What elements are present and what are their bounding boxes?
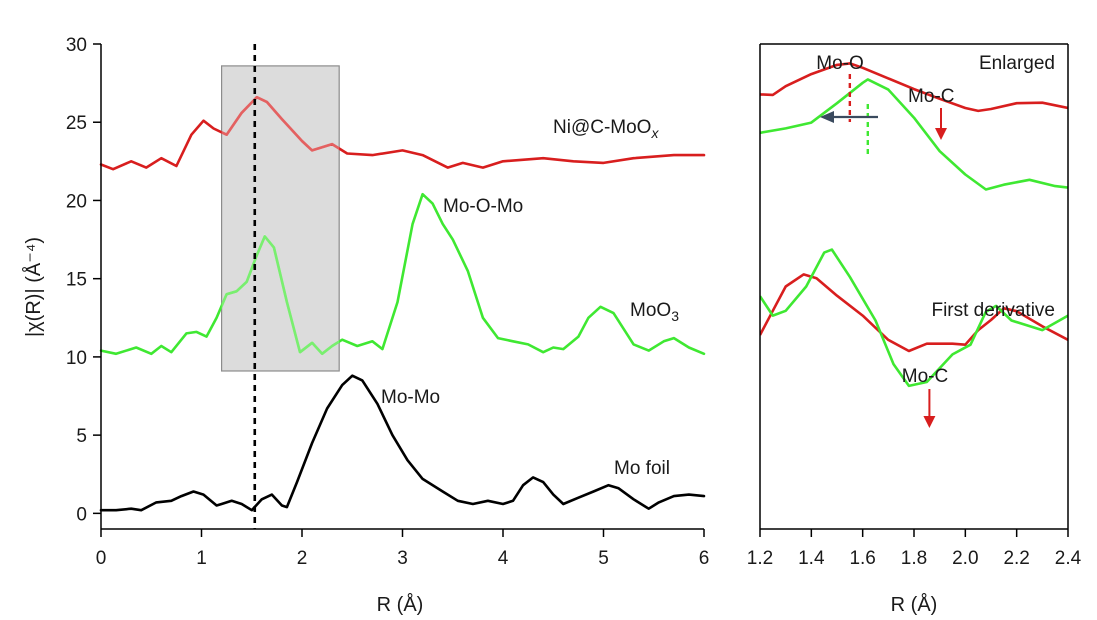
x-tick-label: 4 <box>498 548 509 569</box>
x-tick-label: 2 <box>297 548 308 569</box>
label-moo3: MoO3 <box>630 300 679 324</box>
right-series-group <box>760 62 1068 388</box>
x-tick-label: 1 <box>196 548 207 569</box>
series-line-2 <box>99 374 706 512</box>
right-x-tick-label: 1.4 <box>798 548 825 569</box>
shift-arrow-head <box>820 111 834 123</box>
y-tick-label: 15 <box>66 270 87 291</box>
y-tick-label: 0 <box>76 504 87 525</box>
label-mo-o: Mo-O <box>816 53 864 74</box>
y-tick-label: 20 <box>66 191 87 212</box>
right-x-axis-title: R (Å) <box>891 593 938 616</box>
left-y-ticks: 0 5 10 15 20 25 30 <box>66 35 101 525</box>
right-x-tick-label: 1.8 <box>901 548 927 569</box>
right-x-tick-label: 2.4 <box>1055 548 1082 569</box>
right-x-tick-label: 1.6 <box>849 548 875 569</box>
label-mo-c-derivative: Mo-C <box>902 366 948 387</box>
enlarged-series-red <box>760 62 1068 113</box>
mo-c-deriv-arrow-head <box>923 416 936 428</box>
series-line-0 <box>99 95 706 171</box>
left-x-ticks: 0 1 2 3 4 5 6 <box>96 529 710 569</box>
label-enlarged: Enlarged <box>979 53 1055 74</box>
y-tick-label: 5 <box>76 426 87 447</box>
series-line-shaded-0 <box>221 95 340 152</box>
right-panel: 1.2 1.4 1.6 1.8 2.0 2.2 2.4 Enlarged Mo-O Mo-C… <box>747 43 1082 616</box>
right-x-tick-label: 2.0 <box>952 548 978 569</box>
right-x-ticks: 1.2 1.4 1.6 1.8 2.0 2.2 2.4 <box>747 529 1082 569</box>
shaded-region <box>221 65 340 372</box>
y-tick-label: 30 <box>66 35 87 56</box>
enlarged-series-green <box>760 78 1068 191</box>
left-series-group <box>99 95 706 512</box>
x-tick-label: 5 <box>598 548 609 569</box>
label-mo-foil: Mo foil <box>614 458 670 479</box>
label-mo-mo: Mo-Mo <box>381 387 440 408</box>
label-ni-c-moox: Ni@C-MoOx <box>553 117 659 141</box>
right-x-tick-label: 1.2 <box>747 548 773 569</box>
left-panel: 0 5 10 15 20 25 30 0 1 2 3 4 5 6 Ni@C-MoOx Mo-O-Mo M… <box>22 35 709 616</box>
right-x-tick-label: 2.2 <box>1003 548 1029 569</box>
mo-c-arrow-head <box>935 128 947 140</box>
series-line-1 <box>99 192 706 356</box>
right-markers <box>820 74 947 428</box>
y-tick-label: 25 <box>66 113 87 134</box>
label-first-derivative: First derivative <box>931 300 1055 321</box>
left-y-axis-title: |χ(R)| (Å⁻⁴) <box>22 237 45 337</box>
x-tick-label: 0 <box>96 548 107 569</box>
label-mo-c-enlarged: Mo-C <box>908 86 954 107</box>
derivative-series-green <box>760 248 1068 388</box>
label-mo-o-mo: Mo-O-Mo <box>443 196 523 217</box>
x-tick-label: 3 <box>397 548 408 569</box>
x-tick-label: 6 <box>699 548 710 569</box>
shade-rect <box>221 65 340 372</box>
derivative-series-red <box>760 273 1068 353</box>
left-x-axis-title: R (Å) <box>377 593 424 616</box>
y-tick-label: 10 <box>66 348 87 369</box>
